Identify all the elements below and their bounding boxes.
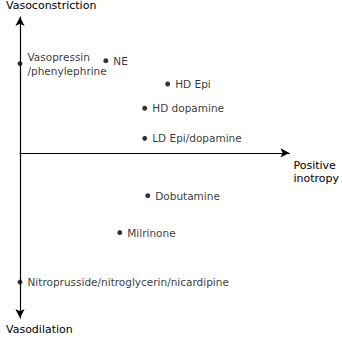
svg-text:Dobutamine: Dobutamine <box>155 190 220 202</box>
svg-text:Nitroprusside/nitroglycerin/ni: Nitroprusside/nitroglycerin/nicardipine <box>28 276 229 288</box>
svg-text:Positive: Positive <box>293 159 336 172</box>
svg-text:inotropy: inotropy <box>293 172 339 185</box>
svg-text:Vasodilation: Vasodilation <box>6 323 73 336</box>
svg-text:NE: NE <box>113 55 128 67</box>
svg-text:Vasoconstriction: Vasoconstriction <box>6 0 96 12</box>
svg-text:Milrinone: Milrinone <box>127 227 175 239</box>
svg-text:/phenylephrine: /phenylephrine <box>28 65 107 77</box>
svg-text:HD dopamine: HD dopamine <box>152 102 224 114</box>
svg-text:LD Epi/dopamine: LD Epi/dopamine <box>152 132 241 144</box>
svg-text:Vasopressin: Vasopressin <box>28 51 90 63</box>
svg-text:HD Epi: HD Epi <box>175 78 211 90</box>
